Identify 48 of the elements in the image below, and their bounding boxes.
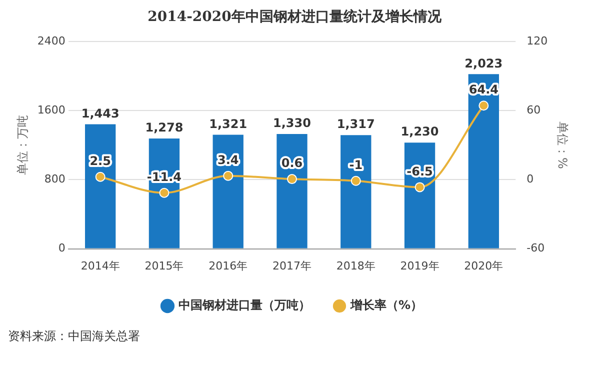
point: [287, 174, 297, 184]
data-label: -1: [349, 158, 363, 172]
bar: [404, 142, 436, 248]
data-label: -6.5: [406, 164, 433, 178]
point: [159, 188, 170, 198]
x-tick-label: 2019年: [400, 259, 440, 272]
y2-tick-label: 0: [526, 172, 534, 186]
bar: [276, 134, 308, 248]
data-label: 2.5: [90, 154, 111, 168]
point: [478, 100, 489, 111]
y2-tick-label: -60: [526, 242, 545, 255]
data-label: 0.6: [281, 156, 303, 170]
bar: [468, 74, 499, 248]
x-tick-label: 2016年: [208, 259, 248, 272]
point: [414, 182, 425, 192]
y-tick-label: 800: [44, 172, 66, 186]
data-label: 64.4: [468, 82, 498, 97]
y2-axis-title: 单位：%: [556, 121, 570, 169]
x-tick-label: 2018年: [336, 259, 376, 272]
point: [223, 170, 234, 181]
legend-label: 中国钢材进口量（万吨）: [178, 298, 310, 312]
data-label: 1,443: [81, 106, 120, 120]
data-label: 1,278: [145, 120, 184, 135]
y-axis-title: 单位：万吨: [15, 115, 30, 176]
bar: [85, 124, 116, 248]
x-tick-label: 2020年: [464, 259, 504, 272]
y-tick-label: 1600: [37, 104, 66, 117]
chart-title: 2014-2020年中国钢材进口量统计及增长情况: [146, 8, 442, 26]
data-label: 2,023: [464, 56, 503, 70]
point: [350, 176, 361, 186]
x-tick-label: 2017年: [272, 259, 312, 272]
x-tick-label: 2015年: [144, 259, 184, 272]
y-tick-label: 2400: [37, 34, 66, 48]
data-label: 1,330: [273, 116, 311, 130]
text: 资料来源：中国海关总署: [8, 328, 141, 345]
legend-label: 增长率（%）: [349, 298, 423, 312]
bar: [212, 134, 244, 248]
y-tick-label: 0: [58, 242, 66, 255]
data-label: 1,317: [336, 117, 375, 132]
x-tick-label: 2014年: [80, 259, 120, 272]
point: [95, 172, 106, 182]
data-label: 1,230: [400, 124, 439, 139]
bar: [340, 135, 372, 248]
data-label: 3.4: [217, 152, 239, 167]
y2-tick-label: 120: [526, 34, 548, 48]
data-label: 1,321: [209, 116, 248, 131]
y2-tick-label: 60: [526, 104, 541, 117]
bar: [148, 138, 180, 248]
